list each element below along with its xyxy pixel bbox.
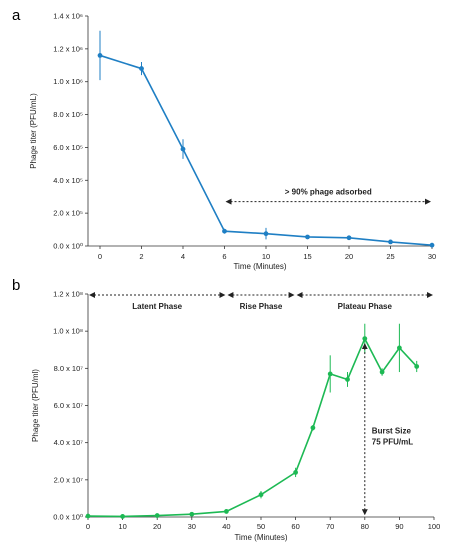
- y-tick-label: 8.0 x 10⁷: [54, 364, 84, 373]
- y-tick-label: 4.0 x 10⁷: [54, 438, 84, 447]
- data-point: [120, 514, 125, 519]
- x-tick-label: 30: [428, 252, 436, 261]
- series-line: [99, 54, 433, 246]
- data-point: [189, 511, 195, 517]
- y-axis-title: Phage titer (PFU/ml): [31, 369, 40, 442]
- data-point: [85, 513, 91, 519]
- y-tick-label: 1.0 x 10⁸: [53, 327, 83, 336]
- adsorbed-annotation: > 90% phage adsorbed: [285, 188, 372, 197]
- x-tick-label: 10: [118, 522, 126, 531]
- panel-a-chart: a 0.0 x 10⁰ 2.0 x 10⁵ 4.0 x 10⁵ 6.0 x 10⁵ 8.0…: [12, 7, 436, 271]
- x-axis-title: Time (Minutes): [233, 262, 286, 271]
- data-point: [310, 425, 316, 431]
- data-point: [379, 369, 385, 375]
- x-axis-title: Time (Minutes): [234, 533, 287, 542]
- data-point: [258, 492, 264, 498]
- data-point: [388, 239, 393, 245]
- data-point: [293, 470, 298, 475]
- burst-size-label: Burst Size: [372, 426, 412, 435]
- data-point: [345, 377, 350, 382]
- data-point: [97, 53, 103, 58]
- y-tick-label: 6.0 x 10⁵: [53, 143, 83, 152]
- x-tick-label: 40: [222, 522, 230, 531]
- y-tick-label: 8.0 x 10⁵: [53, 110, 83, 119]
- x-tick-label: 0: [86, 522, 90, 531]
- x-tick-label: 60: [291, 522, 299, 531]
- x-tick-label: 90: [395, 522, 403, 531]
- x-tick-label: 20: [153, 522, 161, 531]
- data-point: [429, 242, 435, 248]
- y-tick-label: 0.0 x 10⁰: [53, 242, 83, 251]
- x-tick-label: 70: [326, 522, 334, 531]
- x-tick-label: 15: [303, 252, 311, 261]
- data-point: [305, 234, 310, 240]
- x-tick-label: 80: [361, 522, 369, 531]
- x-tick-label: 2: [139, 252, 143, 261]
- y-tick-label: 1.4 x 10⁶: [53, 12, 83, 21]
- data-point: [346, 235, 352, 241]
- x-tick-label: 50: [257, 522, 265, 531]
- x-tick-label: 20: [345, 252, 353, 261]
- y-tick-label: 4.0 x 10⁵: [53, 176, 83, 185]
- y-tick-label: 0.0 x 10⁰: [53, 513, 83, 522]
- burst-size-value: 75 PFU/mL: [372, 437, 413, 446]
- phase-label: Plateau Phase: [338, 302, 393, 311]
- y-tick-label: 1.2 x 10⁶: [53, 44, 83, 53]
- y-tick-label: 2.0 x 10⁵: [53, 209, 83, 218]
- y-tick-label: 1.2 x 10⁸: [53, 290, 83, 299]
- y-tick-label: 1.0 x 10⁶: [53, 77, 83, 86]
- x-tick-label: 100: [428, 522, 441, 531]
- data-point: [263, 231, 269, 237]
- data-point: [327, 371, 333, 377]
- phase-label: Rise Phase: [240, 302, 283, 311]
- data-point: [224, 509, 229, 514]
- data-point: [397, 345, 402, 351]
- x-tick-label: 25: [386, 252, 394, 261]
- data-point: [154, 513, 160, 518]
- x-tick-label: 6: [222, 252, 226, 261]
- panel-label-b: b: [12, 277, 20, 294]
- data-point: [139, 66, 144, 71]
- panel-b-chart: b 0.0 x 10⁰ 2.0 x 10⁷ 4.0 x 10⁷ 6.0 x 10⁷ 8.0…: [12, 277, 440, 542]
- data-point: [362, 336, 368, 341]
- y-tick-label: 2.0 x 10⁷: [54, 475, 84, 484]
- series-line: [87, 336, 418, 518]
- x-tick-label: 30: [188, 522, 196, 531]
- phase-label: Latent Phase: [132, 302, 182, 311]
- y-tick-label: 6.0 x 10⁷: [54, 401, 84, 410]
- data-point: [180, 146, 186, 152]
- y-axis-title: Phage titer (PFU/mL): [29, 93, 38, 169]
- data-point: [414, 364, 420, 369]
- panel-label-a: a: [12, 7, 21, 24]
- data-point: [222, 228, 227, 234]
- x-tick-label: 10: [262, 252, 270, 261]
- x-tick-label: 4: [181, 252, 185, 261]
- x-tick-label: 0: [98, 252, 102, 261]
